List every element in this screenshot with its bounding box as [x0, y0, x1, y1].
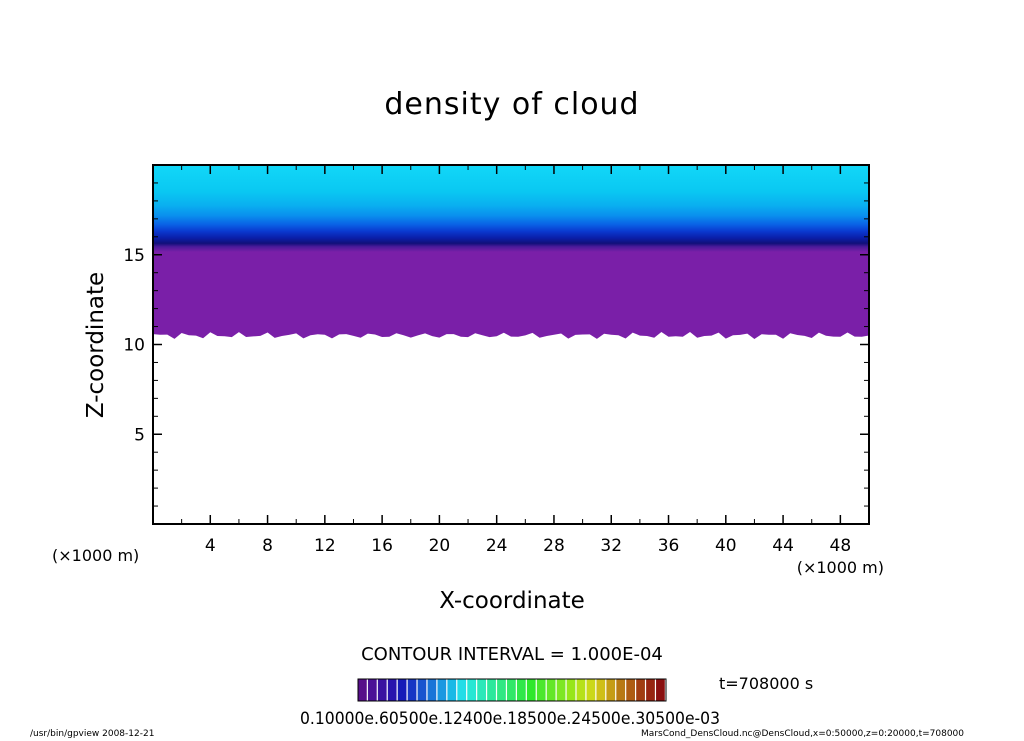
colorbar-swatch	[606, 679, 616, 701]
y-tick-label: 5	[134, 425, 145, 445]
colorbar-swatch	[626, 679, 635, 701]
footer-command: /usr/bin/gpview 2008-12-21	[30, 729, 154, 739]
colorbar-swatch	[457, 679, 467, 701]
colorbar-swatch	[566, 679, 576, 701]
x-tick-label: 36	[658, 536, 680, 556]
x-tick-label: 48	[830, 536, 852, 556]
x-tick-label: 44	[772, 536, 794, 556]
x-tick-label: 4	[205, 536, 216, 556]
x-axis-label: X-coordinate	[439, 588, 585, 614]
colorbar-swatch	[437, 679, 447, 701]
colorbar-swatch	[616, 679, 626, 701]
colorbar-swatch	[477, 679, 486, 701]
footer-source: MarsCond_DensCloud.nc@DensCloud,x=0:5000…	[641, 729, 964, 739]
colorbar-frame	[357, 678, 667, 702]
colorbar-swatch	[636, 679, 645, 701]
colorbar-swatch	[576, 679, 586, 701]
x-tick-label: 32	[600, 536, 622, 556]
colorbar-swatch	[497, 679, 506, 701]
colorbar-swatch	[447, 679, 457, 701]
plot-area	[153, 165, 869, 524]
x-tick-label: 24	[486, 536, 508, 556]
chart-title: density of cloud	[384, 87, 639, 122]
colorbar-labels: 0.10000e.60500e.12400e.18500e.24500e.305…	[300, 709, 720, 729]
colorbar-swatch	[467, 679, 477, 701]
colorbar-swatch	[417, 679, 427, 701]
colorbar-swatch	[387, 679, 397, 701]
colorbar-swatch	[546, 679, 556, 701]
colorbar-swatch	[397, 679, 407, 701]
x-tick-label: 16	[371, 536, 393, 556]
y-axis-ticks: 5 10 15	[123, 182, 869, 507]
x-axis-ticks: 4 8 12 16 20 24 28 32 36 40 44 48	[181, 165, 852, 556]
colorbar-swatch	[487, 679, 496, 701]
y-tick-label: 10	[123, 336, 145, 356]
x-axis-unit-left: (×1000 m)	[52, 546, 139, 565]
colorbar-swatch	[377, 679, 387, 701]
x-tick-label: 12	[314, 536, 336, 556]
colorbar-swatch	[427, 679, 437, 701]
colorbar-swatch	[358, 679, 367, 701]
colorbar-swatch	[516, 679, 526, 701]
y-tick-label: 15	[123, 246, 145, 266]
cloud-density-field	[153, 165, 869, 339]
x-axis-unit-right: (×1000 m)	[797, 558, 884, 577]
colorbar-swatch	[407, 679, 417, 701]
colorbar-swatch	[656, 679, 665, 701]
colorbar-swatch	[586, 679, 596, 701]
colorbar-swatch	[536, 679, 546, 701]
x-tick-label: 28	[543, 536, 565, 556]
y-axis-label: Z-coordinate	[83, 272, 109, 418]
colorbar-swatch	[507, 679, 516, 701]
x-tick-label: 40	[715, 536, 737, 556]
contour-interval-text: CONTOUR INTERVAL = 1.000E-04	[361, 644, 663, 665]
colorbar-swatch	[646, 679, 655, 701]
colorbar-swatch	[367, 679, 377, 701]
x-tick-label: 8	[262, 536, 273, 556]
x-tick-label: 20	[429, 536, 451, 556]
colorbar-swatch	[526, 679, 536, 701]
colorbar-swatch	[556, 679, 566, 701]
colorbar-swatch	[596, 679, 606, 701]
colorbar	[358, 679, 665, 701]
time-label: t=708000 s	[719, 674, 813, 693]
